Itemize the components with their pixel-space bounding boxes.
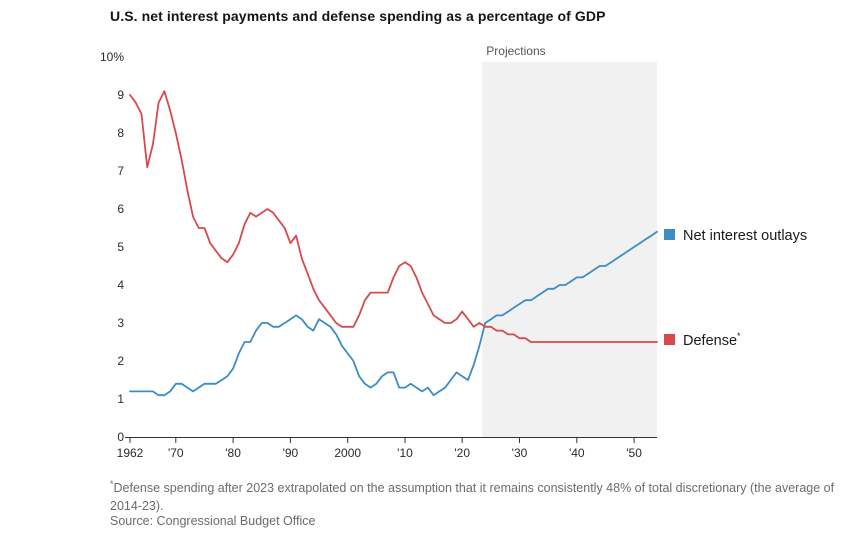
x-tick-label: 2000 xyxy=(334,446,361,460)
legend-swatch-net-interest-icon xyxy=(664,229,675,241)
legend-label-defense: Defense* xyxy=(683,331,741,349)
chart-svg: Projections 1962'70'80'90 2000'10'20'30'4… xyxy=(100,44,658,460)
x-tick-label: '40 xyxy=(569,446,585,460)
footnote: *Defense spending after 2023 extrapolate… xyxy=(110,478,838,515)
x-tick-label: '30 xyxy=(512,446,528,460)
series-line-net-interest-outlays xyxy=(129,230,658,397)
y-tick-label: 10% xyxy=(100,50,124,64)
x-tick-label: '50 xyxy=(626,446,642,460)
x-tick-label: '10 xyxy=(397,446,413,460)
x-tick-label: '70 xyxy=(168,446,184,460)
x-tick-label: '80 xyxy=(225,446,241,460)
y-tick-label: 2 xyxy=(117,354,124,368)
source-line: Source: Congressional Budget Office xyxy=(110,514,316,528)
x-tick-label: '90 xyxy=(283,446,299,460)
legend-swatch-defense-icon xyxy=(664,334,675,346)
legend-item-defense: Defense* xyxy=(664,331,741,349)
y-tick-label: 0 xyxy=(117,430,124,444)
chart-title: U.S. net interest payments and defense s… xyxy=(110,8,606,24)
axis-layer: 1962 '70 '80 '90 2000 '10 '20 '30 '40 '50 0 1 2 3 4 5 6 7… xyxy=(100,50,657,460)
y-tick-label: 8 xyxy=(117,126,124,140)
y-tick-label: 6 xyxy=(117,202,124,216)
y-tick-label: 1 xyxy=(117,392,124,406)
y-tick-label: 4 xyxy=(117,278,124,292)
projection-region xyxy=(482,62,657,437)
series-layer xyxy=(129,90,658,397)
footnote-text: Defense spending after 2023 extrapolated… xyxy=(110,481,835,514)
y-tick-label: 9 xyxy=(117,88,124,102)
x-tick-label: 1962 xyxy=(117,446,144,460)
y-tick-label: 7 xyxy=(117,164,124,178)
series-line-defense xyxy=(129,90,658,343)
legend-item-net-interest: Net interest outlays xyxy=(664,226,807,244)
legend-label-net-interest: Net interest outlays xyxy=(683,227,808,244)
y-tick-label: 5 xyxy=(117,240,124,254)
projections-label: Projections xyxy=(486,44,545,58)
footnote-marker: * xyxy=(110,479,114,489)
y-tick-label: 3 xyxy=(117,316,124,330)
chart-area: Projections 1962'70'80'90 2000'10'20'30'4… xyxy=(100,44,658,460)
x-tick-label: '20 xyxy=(454,446,470,460)
